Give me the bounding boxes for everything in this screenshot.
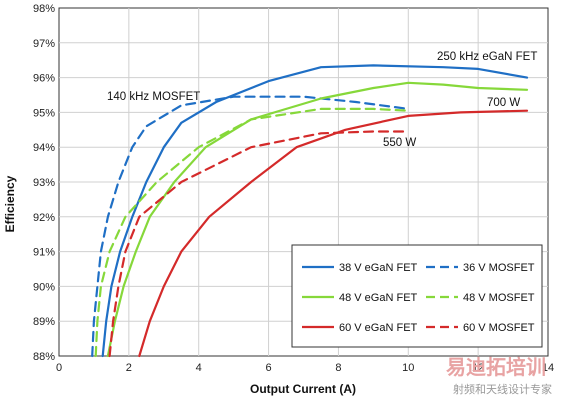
annotation-550w: 550 W	[383, 137, 416, 149]
legend-label-60-v-egan-fet: 60 V eGaN FET	[339, 322, 418, 334]
watermark-brand: 易迪拓培训	[446, 355, 546, 379]
series-line-48-v-mosfet	[94, 107, 410, 358]
y-tick-label: 95%	[33, 107, 55, 119]
annotation-700w: 700 W	[487, 97, 520, 109]
series-lines	[91, 64, 529, 358]
series-line-38-v-egan-fet	[101, 64, 529, 358]
y-tick-labels: 88% 89% 90% 91% 92% 93% 94% 95% 96% 97% 98%	[33, 3, 55, 363]
y-tick-label: 97%	[33, 38, 55, 50]
y-tick-label: 94%	[33, 142, 55, 154]
x-tick-label: 8	[335, 362, 341, 374]
legend-label-36-v-mosfet: 36 V MOSFET	[463, 262, 535, 274]
annotation-140khz-mosfet: 140 kHz MOSFET	[107, 91, 200, 103]
x-tick-label: 4	[196, 362, 202, 374]
legend: 38 V eGaN FET 36 V MOSFET 48 V eGaN FET 48 …	[291, 244, 543, 348]
x-tick-label: 10	[402, 362, 414, 374]
y-tick-label: 90%	[33, 281, 55, 293]
series-line-36-v-mosfet	[91, 95, 410, 358]
x-tick-labels: 0 2 4 6 8 10 12 14	[56, 362, 554, 374]
x-tick-label: 14	[542, 362, 554, 374]
x-tick-label: 0	[56, 362, 62, 374]
series-line-48-v-egan-fet	[106, 81, 529, 358]
y-tick-label: 93%	[33, 177, 55, 189]
y-tick-label: 98%	[33, 3, 55, 15]
y-axis-title: Efficiency	[3, 175, 17, 232]
y-tick-label: 96%	[33, 73, 55, 85]
x-tick-label: 12	[472, 362, 484, 374]
y-tick-label: 89%	[33, 316, 55, 328]
legend-label-38-v-egan-fet: 38 V eGaN FET	[339, 262, 418, 274]
y-tick-label: 92%	[33, 212, 55, 224]
x-tick-label: 2	[126, 362, 132, 374]
annotation-250khz-egan: 250 kHz eGaN FET	[437, 51, 537, 63]
y-tick-label: 91%	[33, 247, 55, 259]
series-line-60-v-mosfet	[108, 130, 410, 358]
y-tick-label: 88%	[33, 351, 55, 363]
legend-label-48-v-egan-fet: 48 V eGaN FET	[339, 292, 418, 304]
series-line-60-v-egan-fet	[138, 109, 529, 358]
legend-label-48-v-mosfet: 48 V MOSFET	[463, 292, 535, 304]
watermark: 易迪拓培训 射频和天线设计专家	[446, 355, 552, 396]
x-axis-title: Output Current (A)	[250, 382, 356, 396]
watermark-subtitle: 射频和天线设计专家	[453, 382, 552, 396]
x-tick-label: 6	[266, 362, 272, 374]
legend-label-60-v-mosfet: 60 V MOSFET	[463, 322, 535, 334]
